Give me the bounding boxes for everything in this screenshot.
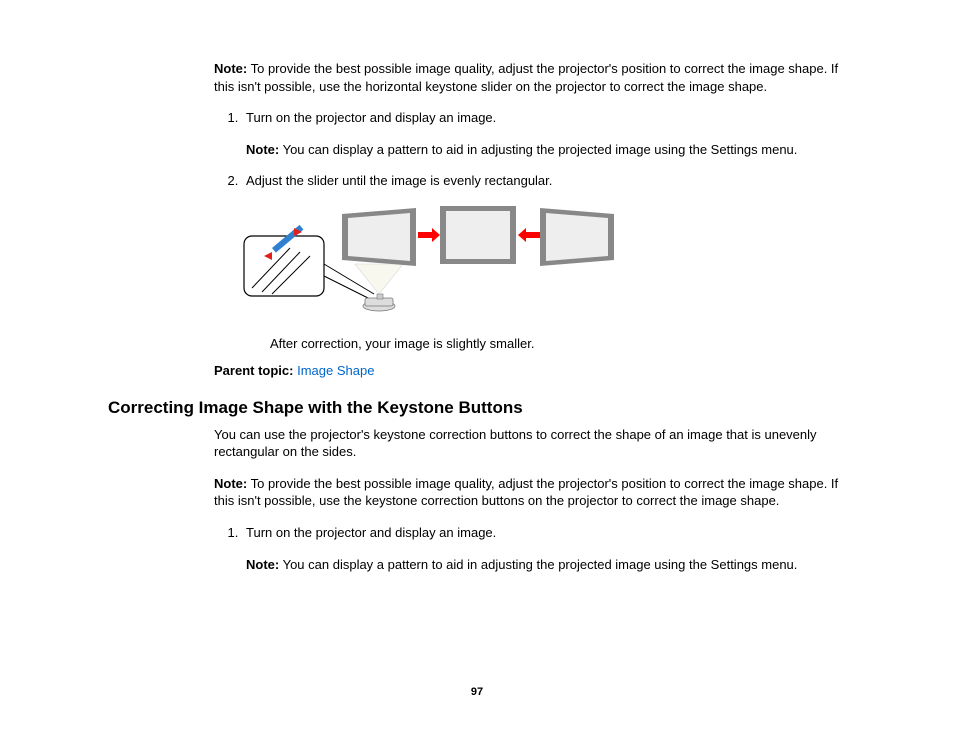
step-2: Adjust the slider until the image is eve… xyxy=(242,172,846,190)
section2-intro: You can use the projector's keystone cor… xyxy=(214,426,846,461)
step-1-text: Turn on the projector and display an ima… xyxy=(246,110,496,125)
page-content: Note: To provide the best possible image… xyxy=(0,0,954,573)
section2-step-1: Turn on the projector and display an ima… xyxy=(242,524,846,573)
note-text: To provide the best possible image quali… xyxy=(214,476,838,509)
parent-topic-link[interactable]: Image Shape xyxy=(297,363,374,378)
note-text: To provide the best possible image quali… xyxy=(214,61,838,94)
upper-section: Note: To provide the best possible image… xyxy=(214,60,846,380)
section2-note: Note: To provide the best possible image… xyxy=(214,475,846,510)
parent-topic-label: Parent topic: xyxy=(214,363,293,378)
note-label: Note: xyxy=(246,142,279,157)
steps-list-1: Turn on the projector and display an ima… xyxy=(214,109,846,190)
page-number: 97 xyxy=(0,686,954,698)
step-2-text: Adjust the slider until the image is eve… xyxy=(246,173,552,188)
note-label: Note: xyxy=(246,557,279,572)
after-correction-text: After correction, your image is slightly… xyxy=(270,335,846,353)
keystone-diagram-svg xyxy=(242,204,652,314)
lower-section: You can use the projector's keystone cor… xyxy=(214,426,846,573)
steps-list-2: Turn on the projector and display an ima… xyxy=(214,524,846,573)
intro-note: Note: To provide the best possible image… xyxy=(214,60,846,95)
note-text: You can display a pattern to aid in adju… xyxy=(279,557,797,572)
section-heading: Correcting Image Shape with the Keystone… xyxy=(108,398,846,418)
step-1: Turn on the projector and display an ima… xyxy=(242,109,846,158)
parent-topic: Parent topic: Image Shape xyxy=(214,362,846,380)
note-label: Note: xyxy=(214,476,247,491)
step-1-text: Turn on the projector and display an ima… xyxy=(246,525,496,540)
keystone-figure xyxy=(242,204,846,317)
section2-step-1-note: Note: You can display a pattern to aid i… xyxy=(246,556,846,574)
note-label: Note: xyxy=(214,61,247,76)
note-text: You can display a pattern to aid in adju… xyxy=(279,142,797,157)
step-1-note: Note: You can display a pattern to aid i… xyxy=(246,141,846,159)
